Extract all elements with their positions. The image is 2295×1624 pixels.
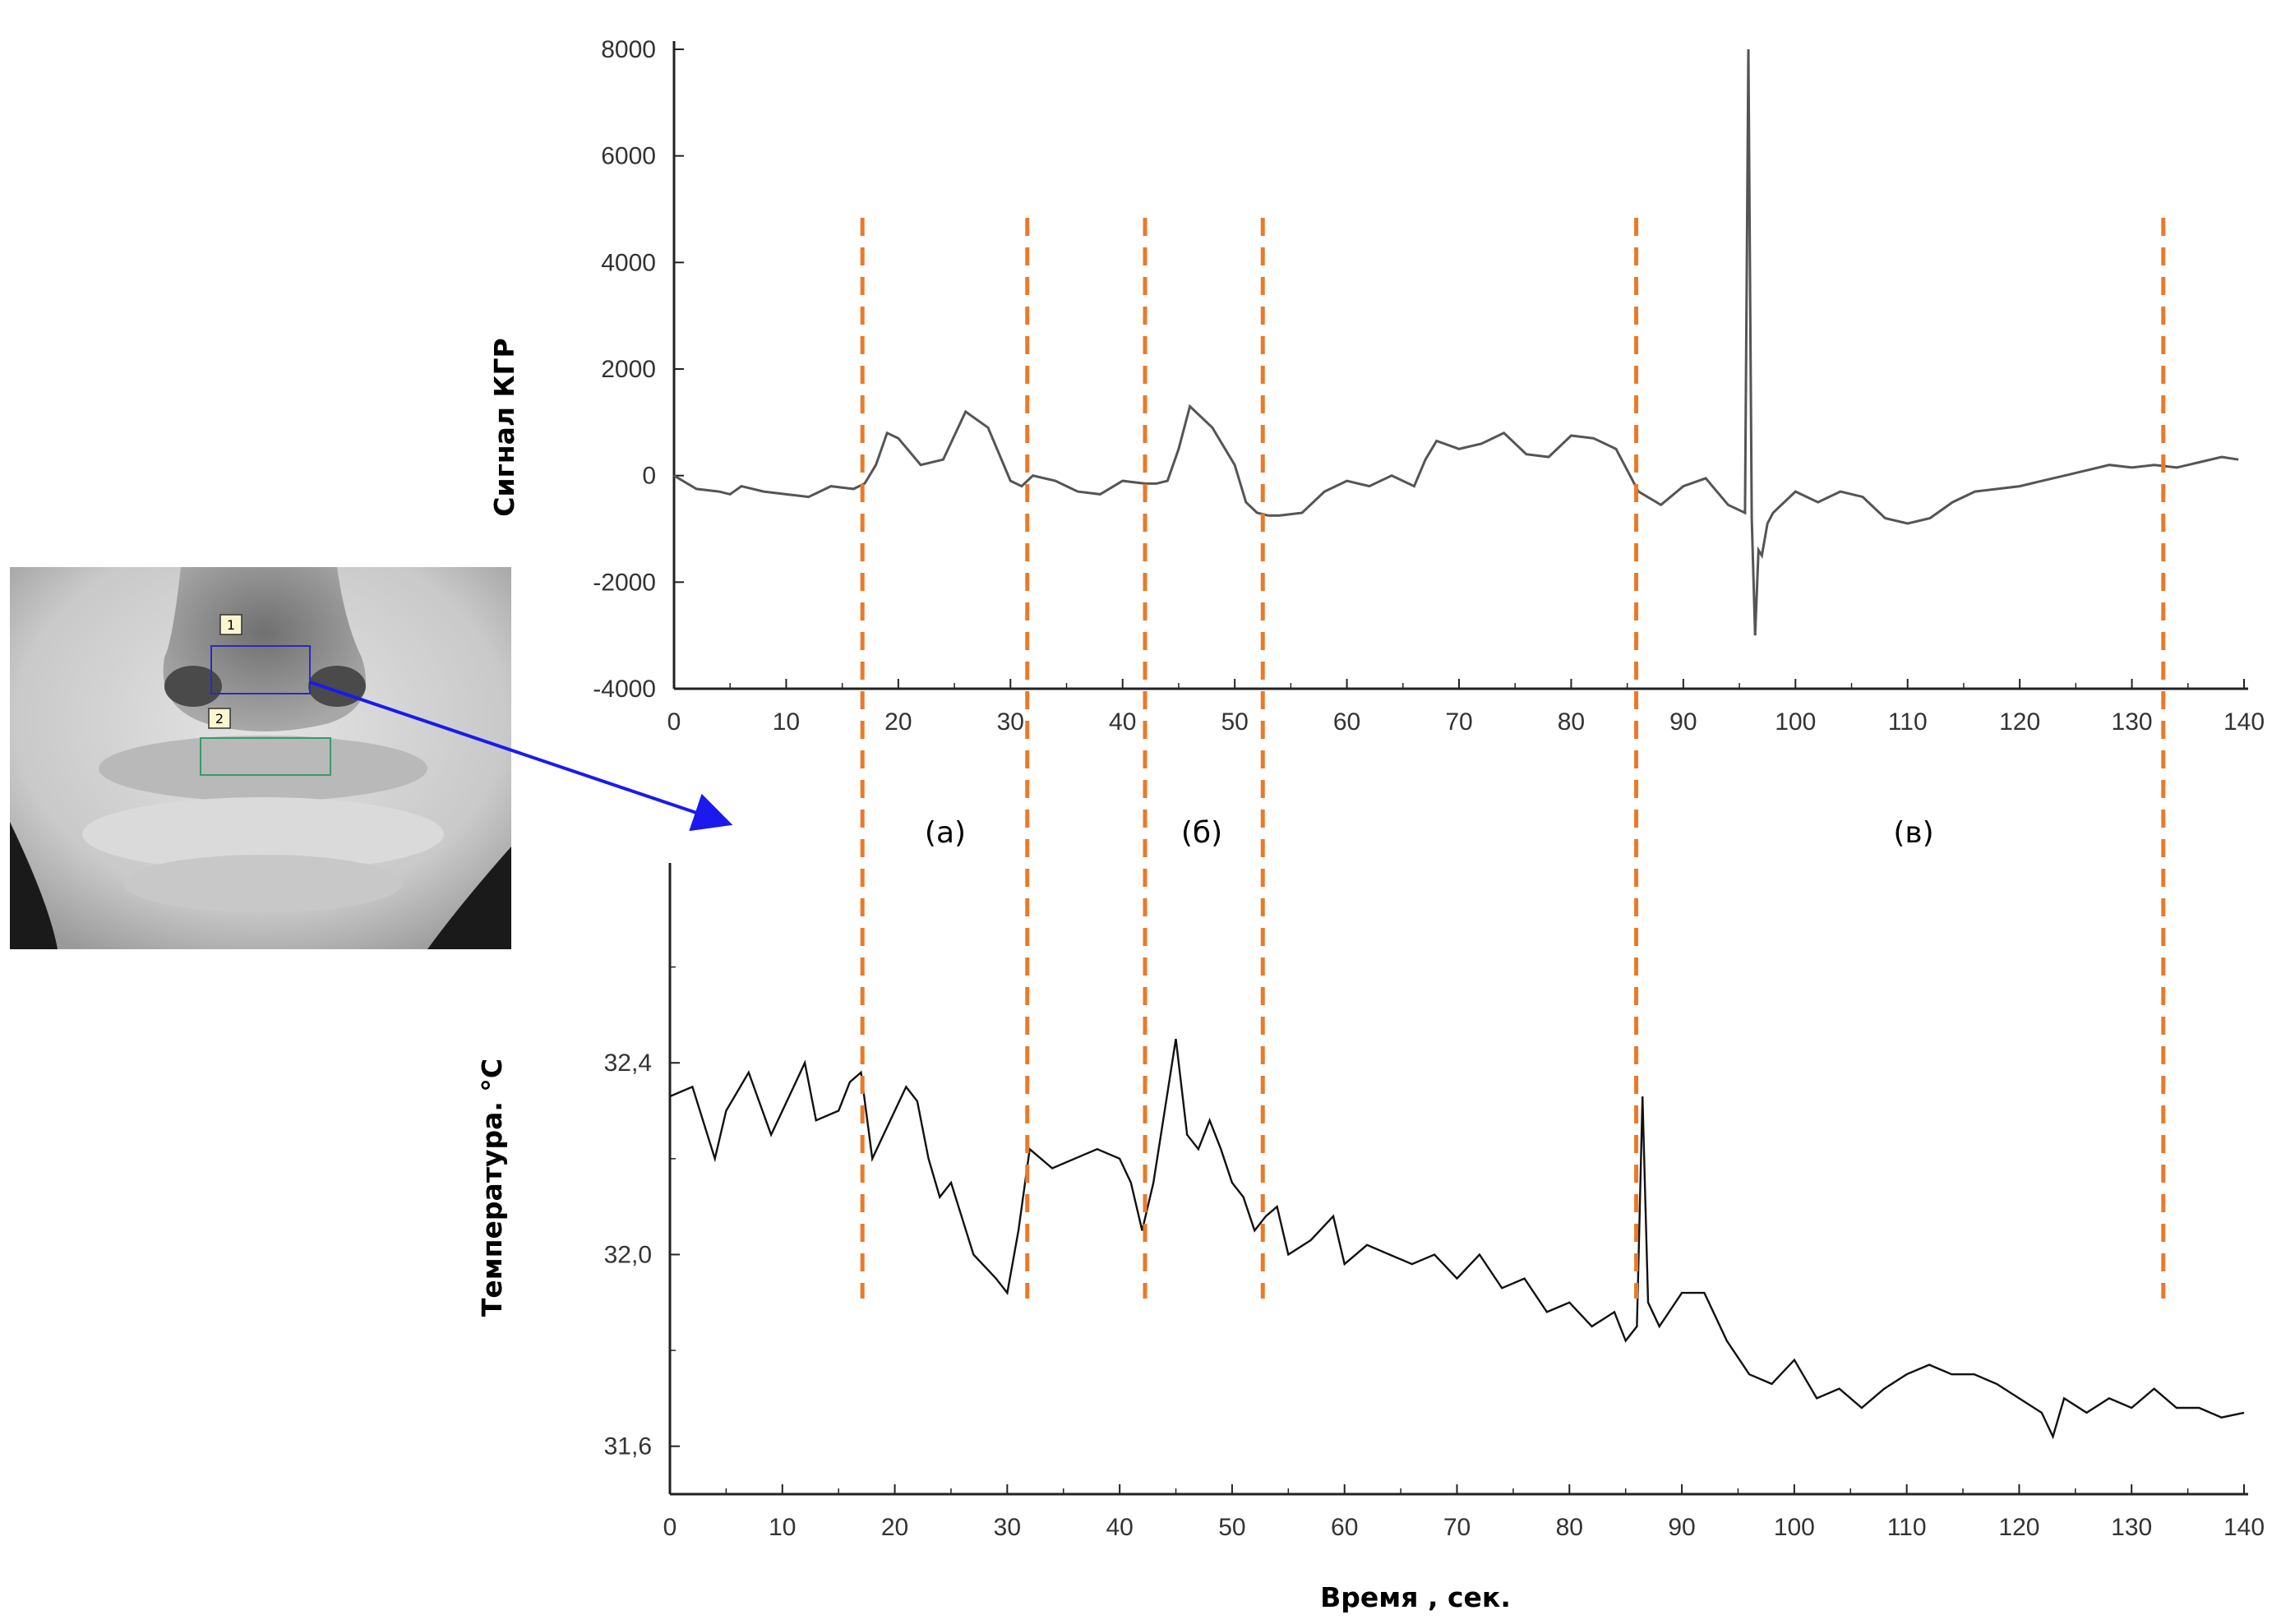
thermal-nostril-left <box>164 666 222 707</box>
roi-label-2: 2 <box>215 711 224 727</box>
gsr-x-tick-label: 90 <box>1669 708 1697 736</box>
gsr-y-tick-label: 8000 <box>601 36 656 63</box>
gsr-y-ticks: -4000 -2000 0 2000 4000 6000 8000 <box>593 36 684 703</box>
period-label-c: (в) <box>1893 816 1933 850</box>
gsr-x-tick-label: 0 <box>667 708 681 736</box>
temperature-x-tick-label: 20 <box>881 1514 908 1541</box>
temperature-x-tick-label: 80 <box>1556 1514 1583 1541</box>
gsr-x-tick-label: 10 <box>773 708 800 736</box>
roi-box-1 <box>210 645 311 694</box>
gsr-x-tick-label: 40 <box>1109 708 1136 736</box>
gsr-x-tick-label: 50 <box>1221 708 1248 736</box>
thermal-lower-lip <box>123 855 403 912</box>
roi-tag-1 <box>219 614 242 635</box>
temperature-x-ticks: 0 10 20 30 40 50 60 70 80 90 100 110 120 130 140 <box>663 1484 2265 1541</box>
gsr-y-tick-label: -4000 <box>593 676 656 703</box>
gsr-x-tick-label: 140 <box>2223 708 2265 736</box>
gsr-chart: -4000 -2000 0 2000 4000 6000 8000 0 10 20 30 40 50 6… <box>488 36 2265 736</box>
temperature-x-tick-label: 90 <box>1668 1514 1695 1541</box>
temperature-x-tick-label: 70 <box>1443 1514 1471 1541</box>
gsr-y-tick-label: 6000 <box>601 143 656 170</box>
gsr-x-tick-label: 110 <box>1888 708 1928 736</box>
temperature-x-tick-label: 140 <box>2223 1514 2265 1541</box>
temperature-x-tick-label: 110 <box>1887 1514 1927 1541</box>
temperature-y-axis-label: Температура. °С <box>476 1059 508 1317</box>
thermal-face-image: 1 2 <box>10 567 511 949</box>
period-label-b: (б) <box>1181 816 1222 850</box>
gsr-x-tick-label: 30 <box>997 708 1024 736</box>
temperature-x-tick-label: 130 <box>2111 1514 2152 1541</box>
roi-label-1: 1 <box>227 617 235 633</box>
gsr-x-tick-label: 120 <box>1999 708 2040 736</box>
temperature-y-tick-label: 31,6 <box>604 1433 652 1460</box>
gsr-y-tick-label: -2000 <box>593 569 656 596</box>
gsr-y-tick-label: 0 <box>642 463 656 490</box>
gsr-x-tick-label: 130 <box>2112 708 2153 736</box>
gsr-x-tick-label: 100 <box>1775 708 1816 736</box>
temperature-x-tick-label: 60 <box>1331 1514 1358 1541</box>
gsr-series-line <box>673 48 2239 636</box>
roi-tag-2 <box>208 708 231 729</box>
temperature-x-tick-label: 120 <box>1998 1514 2039 1541</box>
temperature-x-tick-label: 40 <box>1106 1514 1133 1541</box>
gsr-y-axis-label: Сигнал КГР <box>488 338 520 517</box>
thermal-nose <box>163 567 366 731</box>
thermal-mouth <box>82 797 444 871</box>
roi-box-2 <box>200 737 331 776</box>
gsr-y-tick-label: 2000 <box>601 356 656 383</box>
thermal-dark-right <box>427 847 511 949</box>
temperature-series-line <box>669 1038 2245 1440</box>
pointer-arrow <box>309 681 733 832</box>
thermal-nostril-right <box>308 666 366 707</box>
gsr-x-ticks: 0 10 20 30 40 50 60 70 80 90 100 110 120 130 140 <box>667 679 2265 736</box>
gsr-x-tick-label: 70 <box>1445 708 1472 736</box>
temperature-x-tick-label: 50 <box>1218 1514 1245 1541</box>
temperature-x-tick-label: 0 <box>663 1514 677 1541</box>
temperature-y-tick-label: 32,4 <box>604 1050 652 1077</box>
period-markers <box>860 218 2166 1299</box>
gsr-y-tick-label: 4000 <box>601 249 656 276</box>
temperature-x-tick-label: 100 <box>1774 1514 1815 1541</box>
temperature-x-axis-label: Время , сек. <box>1320 1581 1511 1613</box>
thermal-dark-left <box>10 822 58 949</box>
temperature-y-tick-label: 32,0 <box>604 1241 652 1268</box>
gsr-x-tick-label: 60 <box>1333 708 1360 736</box>
temperature-chart: 31,6 32,0 32,4 0 10 20 30 40 50 60 70 80 90 100 110 12… <box>476 863 2265 1613</box>
temperature-x-tick-label: 30 <box>994 1514 1021 1541</box>
temperature-axes <box>668 863 2248 1496</box>
temperature-y-ticks: 31,6 32,0 32,4 <box>604 966 680 1460</box>
gsr-x-tick-label: 80 <box>1558 708 1585 736</box>
temperature-x-tick-label: 10 <box>769 1514 796 1541</box>
gsr-x-tick-label: 20 <box>884 708 912 736</box>
gsr-axes <box>672 41 2248 690</box>
period-label-a: (а) <box>925 816 966 850</box>
thermal-upper-lip <box>99 736 427 801</box>
